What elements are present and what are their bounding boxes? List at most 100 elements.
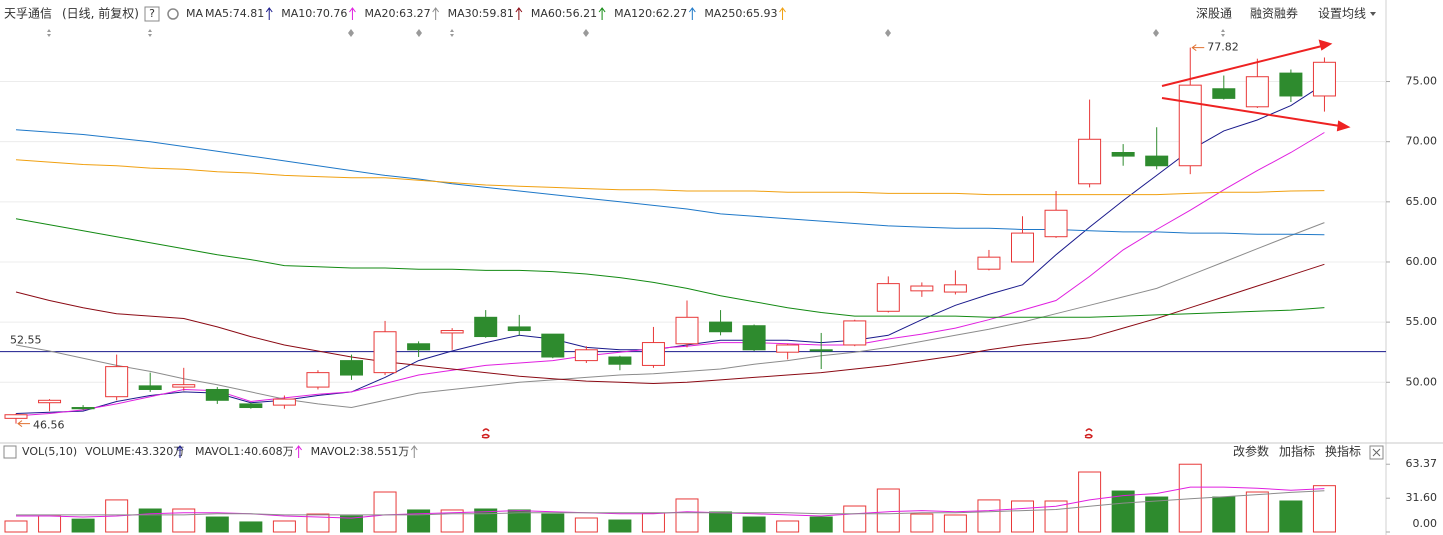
help-icon-text[interactable]: ? xyxy=(149,7,155,20)
candle-body xyxy=(541,333,565,358)
volume-bar xyxy=(440,509,464,533)
candle-body xyxy=(910,285,934,292)
signal-marker[interactable] xyxy=(481,428,490,439)
volume-bar xyxy=(407,509,431,533)
y-tick-label: 31.60 xyxy=(1406,491,1438,504)
y-tick-label: 50.00 xyxy=(1406,375,1438,388)
event-marker[interactable] xyxy=(450,29,454,37)
legend-entry: MAVOL1:40.608万 xyxy=(195,445,294,458)
volume-bar xyxy=(38,515,62,533)
legend-entry: MAVOL2:38.551万 xyxy=(311,445,410,458)
ma-line xyxy=(15,159,1325,196)
trend-line xyxy=(1161,97,1341,127)
event-marker[interactable] xyxy=(148,29,152,37)
period: (日线, 前复权) xyxy=(62,6,139,21)
help-icon[interactable] xyxy=(144,6,160,22)
candle-body xyxy=(1044,209,1068,238)
candle-body xyxy=(205,388,229,401)
panel-button[interactable]: 换指标 xyxy=(1325,444,1361,459)
candle-body xyxy=(574,349,598,362)
volume-bar xyxy=(507,509,531,533)
ma-line xyxy=(16,490,1325,516)
trend-arrow xyxy=(1318,39,1333,51)
candle-body xyxy=(1245,76,1269,108)
candle-body xyxy=(474,316,498,338)
y-tick-label: 60.00 xyxy=(1406,255,1438,268)
legend-arrow xyxy=(779,7,786,20)
volume-bar xyxy=(373,491,397,533)
candle-body xyxy=(340,360,363,376)
trend-lines xyxy=(1161,39,1351,132)
volume-bar xyxy=(641,512,665,533)
volume-bar xyxy=(1111,490,1135,533)
header-button[interactable]: 设置均线 xyxy=(1318,7,1366,21)
volume-bar xyxy=(272,520,296,533)
event-marker[interactable] xyxy=(1153,29,1159,37)
signal-marker[interactable] xyxy=(1084,428,1093,439)
candle-body xyxy=(843,320,867,346)
panel-button[interactable]: 改参数 xyxy=(1233,444,1269,459)
candle-body xyxy=(239,403,263,409)
candle-body xyxy=(105,366,129,398)
event-markers xyxy=(47,29,1225,37)
candle-body xyxy=(608,356,632,365)
low-label: 46.56 xyxy=(33,419,65,432)
legend-entry: MA60:56.21 xyxy=(531,7,597,20)
legend-entry: MA120:62.27 xyxy=(614,7,687,20)
chart-layer: 50.00 55.00 60.00 65.00 70.00 75.00 52.55 MA5:7… xyxy=(0,7,1438,533)
event-marker[interactable] xyxy=(47,29,51,37)
ma-line xyxy=(15,218,1325,318)
volume-bar xyxy=(4,520,28,533)
header-button[interactable]: 融资融券 xyxy=(1250,6,1298,21)
header-button[interactable]: 深股通 xyxy=(1196,7,1232,21)
legend-arrow xyxy=(688,7,696,20)
ma-label: MA xyxy=(186,7,203,20)
candle-body xyxy=(138,385,162,390)
event-marker[interactable] xyxy=(348,29,354,37)
y-tick-label: 63.37 xyxy=(1406,457,1438,470)
trend-line xyxy=(1161,45,1323,87)
event-marker[interactable] xyxy=(1221,29,1225,37)
candle-body xyxy=(809,349,833,352)
panel-button[interactable]: 加指标 xyxy=(1279,444,1315,459)
event-marker[interactable] xyxy=(416,29,422,37)
volume-bar xyxy=(1212,496,1236,533)
volume-bar xyxy=(71,518,95,533)
volume-bar xyxy=(608,519,632,533)
ma-line xyxy=(15,222,1325,409)
event-marker[interactable] xyxy=(885,29,891,37)
candle-body xyxy=(1078,138,1102,185)
candle-body xyxy=(1145,155,1169,167)
candle-body xyxy=(709,321,733,333)
help-icon[interactable] xyxy=(3,445,17,459)
legend-arrow xyxy=(176,445,184,458)
candle-body xyxy=(1178,84,1202,167)
candle-body xyxy=(38,399,62,404)
y-tick-label: 70.00 xyxy=(1406,135,1438,148)
y-tick-label: 75.00 xyxy=(1406,75,1438,88)
volume-bar xyxy=(910,513,934,533)
volume-bar xyxy=(709,511,733,533)
volume-bar xyxy=(843,505,867,533)
volume-bar xyxy=(239,521,263,533)
legend-arrow xyxy=(432,7,440,20)
legend-arrow xyxy=(295,445,303,458)
event-marker[interactable] xyxy=(583,29,589,37)
high-label: 77.82 xyxy=(1207,41,1239,54)
candle-body xyxy=(876,283,900,312)
volume-bar xyxy=(541,513,565,533)
settings-icon[interactable] xyxy=(167,8,179,20)
close-icon[interactable] xyxy=(1369,445,1384,460)
candle-body xyxy=(1279,72,1303,97)
candle-body xyxy=(272,398,296,406)
close-cross[interactable] xyxy=(1372,448,1381,457)
legend-arrow xyxy=(265,7,273,20)
candle-body xyxy=(675,316,699,345)
volume-bar xyxy=(1044,500,1068,533)
dropdown-arrow[interactable] xyxy=(1370,12,1376,16)
volume-bar xyxy=(138,508,162,533)
candle-body xyxy=(977,256,1001,270)
